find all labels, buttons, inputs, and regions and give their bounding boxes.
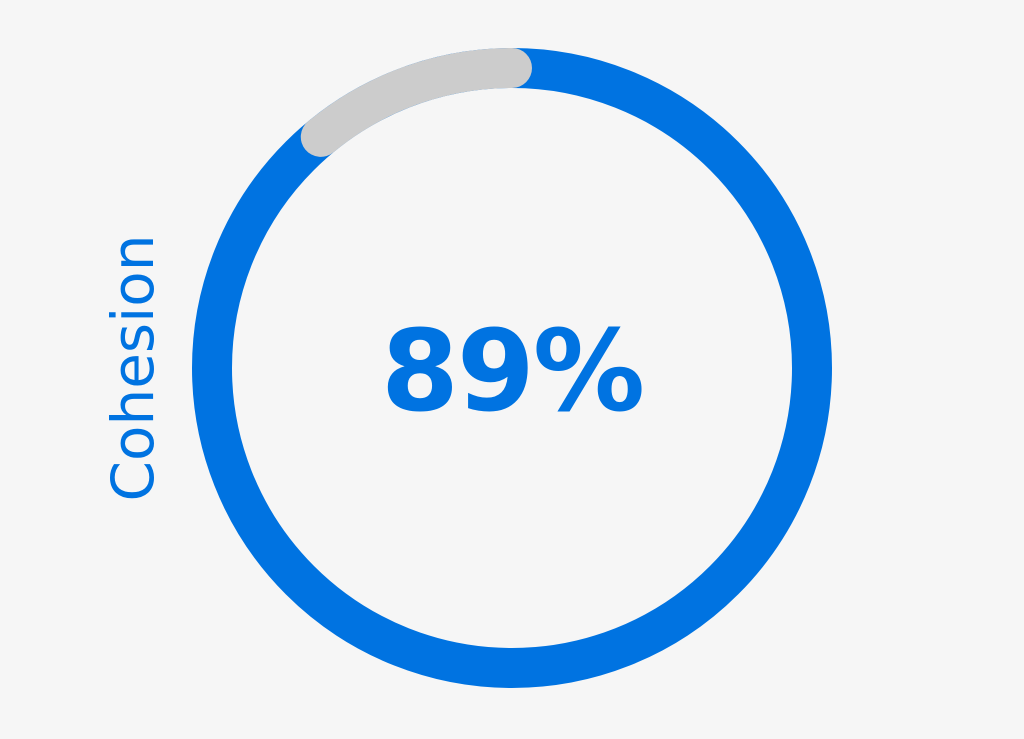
gauge-label: Cohesion	[99, 234, 167, 502]
ring-remaining-arc	[300, 48, 532, 157]
gauge-value: 89%	[380, 307, 645, 437]
